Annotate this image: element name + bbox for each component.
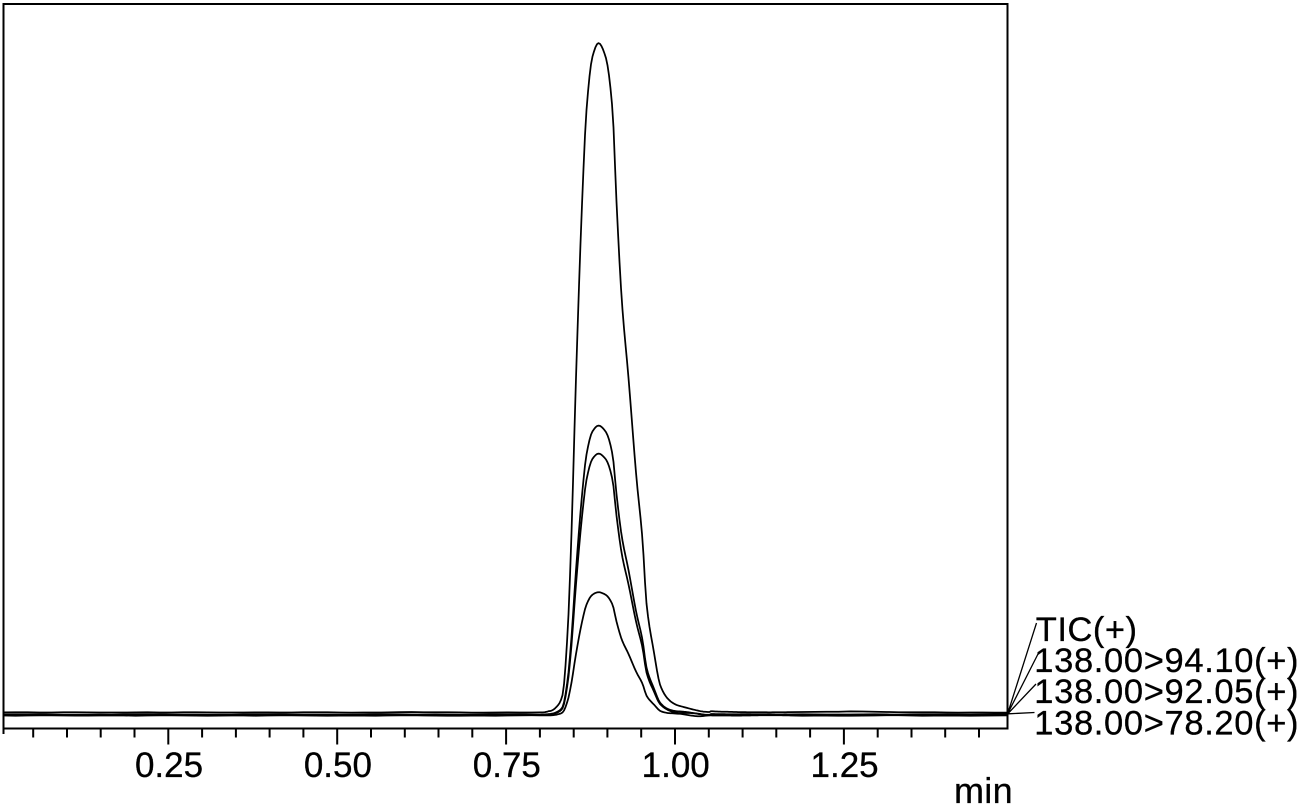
svg-text:0.50: 0.50 [304,746,372,785]
svg-text:138.00>94.10(+): 138.00>94.10(+) [1034,642,1299,680]
svg-text:min: min [954,770,1013,808]
svg-text:TIC(+): TIC(+) [1036,611,1138,649]
svg-text:0.25: 0.25 [135,746,203,785]
svg-text:138.00>78.20(+): 138.00>78.20(+) [1034,704,1299,742]
svg-text:1.00: 1.00 [642,746,710,785]
svg-text:1.25: 1.25 [811,746,879,785]
svg-text:0.75: 0.75 [473,746,541,785]
svg-text:138.00>92.05(+): 138.00>92.05(+) [1034,673,1299,711]
